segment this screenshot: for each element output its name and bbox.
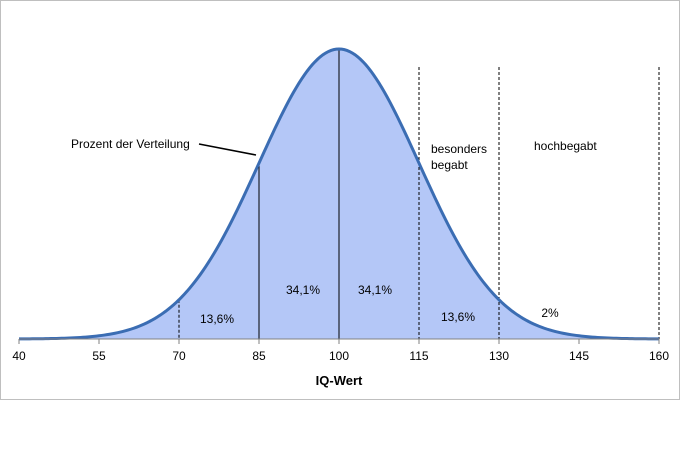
x-tick-label-40: 40	[12, 349, 26, 363]
distribution-note: Prozent der Verteilung	[71, 137, 190, 151]
segment-dividers	[178, 49, 660, 339]
x-tick-label-145: 145	[569, 349, 589, 363]
highly-gifted-label: hochbegabt	[534, 139, 597, 153]
x-axis-ticks	[18, 339, 660, 344]
distribution-curve	[18, 47, 660, 341]
x-tick-label-70: 70	[172, 349, 186, 363]
x-axis-label: IQ-Wert	[316, 373, 363, 388]
gifted-label-line2: begabt	[431, 158, 468, 172]
segment-label-70-85: 13,6%	[200, 312, 234, 326]
gifted-label-line1: besonders	[431, 142, 487, 156]
distribution-note-leader	[198, 143, 257, 156]
segment-label-130-160: 2%	[541, 306, 559, 320]
segment-label-85-100: 34,1%	[286, 283, 320, 297]
x-tick-label-115: 115	[409, 349, 428, 363]
normal-distribution-chart: 40 55 70 85 100 115 130 145 160 IQ-Wert 13,6% 34,…	[12, 47, 669, 388]
segment-label-100-115: 34,1%	[358, 283, 392, 297]
x-axis-tick-labels: 40 55 70 85 100 115 130 145 160	[12, 349, 669, 363]
segment-labels: 13,6% 34,1% 34,1% 13,6% 2%	[200, 283, 559, 326]
segment-label-115-130: 13,6%	[441, 310, 475, 324]
x-tick-label-160: 160	[649, 349, 669, 363]
x-tick-label-55: 55	[92, 349, 106, 363]
x-tick-label-85: 85	[252, 349, 266, 363]
x-tick-label-130: 130	[489, 349, 509, 363]
x-tick-label-100: 100	[329, 349, 349, 363]
chart-frame: 40 55 70 85 100 115 130 145 160 IQ-Wert 13,6% 34,…	[0, 0, 680, 400]
